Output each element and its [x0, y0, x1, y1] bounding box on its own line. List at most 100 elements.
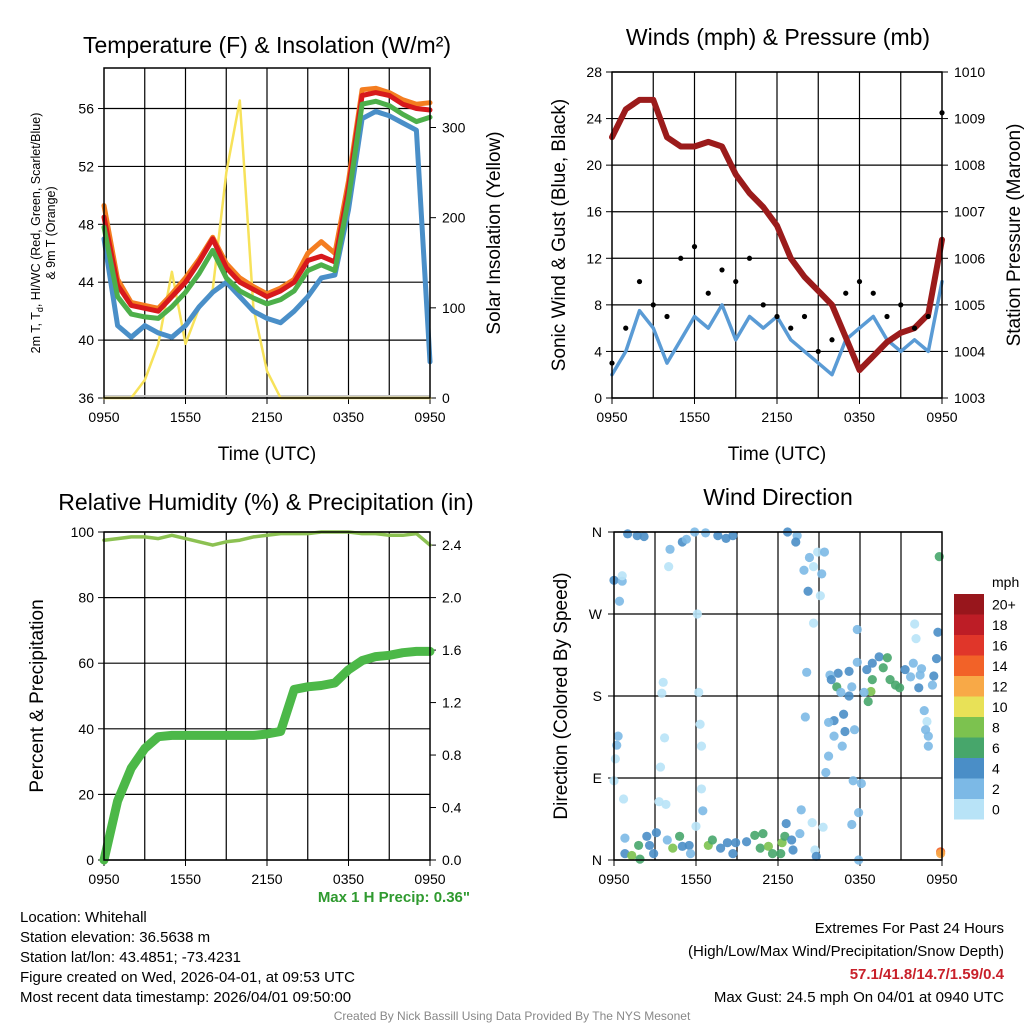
wind-direction-point: [796, 805, 806, 815]
temp-xtick-label: 0950: [414, 409, 445, 425]
rh-xtick-label: 2150: [251, 871, 282, 887]
wind-direction-point: [844, 691, 854, 701]
wind-direction-point: [916, 664, 927, 674]
temp-ytick-label: 56: [78, 101, 94, 117]
wind-direction-point: [859, 687, 869, 697]
wind-ytick-label: 12: [586, 250, 602, 266]
wind-direction-point: [833, 668, 843, 678]
wind-direction-point: [863, 696, 873, 707]
colorbar-swatch: [954, 594, 984, 615]
colorbar-level-label: 8: [992, 719, 1000, 735]
wind-direction-point: [700, 528, 711, 538]
wind-direction-point: [867, 675, 877, 685]
wind-direction-point: [620, 833, 630, 843]
colorbar-level-label: 12: [992, 678, 1008, 694]
rh-ytick-label: 20: [78, 786, 94, 802]
gust-point: [843, 290, 849, 296]
wind-ylabel-right: Station Pressure (Maroon): [1004, 124, 1024, 347]
gust-point: [746, 255, 753, 261]
gust-point: [733, 278, 739, 285]
wind-direction-point: [788, 845, 798, 855]
colorbar-swatch: [954, 676, 984, 697]
wind-direction-point: [836, 687, 846, 697]
gust-point: [623, 325, 629, 331]
wind-direction-point: [817, 569, 827, 579]
rh-ytick-label: 80: [78, 590, 94, 606]
wind-direction-point: [910, 619, 920, 629]
wind-ytick-label: 16: [586, 204, 602, 220]
wind-direction-point: [635, 854, 645, 864]
wind-direction-point: [840, 726, 850, 737]
gust-point: [829, 337, 835, 343]
rh-ytick-label-right: 0.0: [442, 852, 462, 868]
wind-direction-point: [905, 672, 916, 682]
colorbar-swatch: [954, 758, 984, 779]
wind-ytick-label: 8: [594, 297, 602, 313]
colorbar-level-label: 20+: [992, 596, 1016, 612]
wind-direction-point: [691, 821, 701, 831]
max-gust-text: Max Gust: 24.5 mph On 04/01 at 0940 UTC: [714, 989, 1004, 1006]
wind-direction-point: [867, 658, 877, 668]
wind-ytick-label-right: 1006: [954, 250, 985, 266]
rh-ytick-label: 60: [78, 655, 94, 671]
wind-direction-point: [808, 618, 819, 628]
wind-direction-point: [802, 667, 812, 677]
colorbar-swatch: [954, 717, 984, 738]
wind-direction-point: [911, 634, 921, 644]
rh-xtick-label: 0350: [333, 871, 364, 887]
gust-point: [678, 255, 684, 261]
colorbar-swatch: [954, 778, 984, 799]
colorbar-level-label: 6: [992, 740, 1000, 756]
rh-xtick-label: 0950: [88, 871, 119, 887]
temp-ytick-label: 44: [78, 274, 94, 290]
elevation-text: Station elevation: 36.5638 m: [20, 929, 210, 946]
wind-direction-point: [923, 731, 933, 741]
colorbar-level-label: 10: [992, 699, 1008, 715]
temp-xtick-label: 0350: [333, 409, 364, 425]
wind-direction-point: [657, 688, 667, 698]
winddir-panel-title: Wind Direction: [703, 484, 853, 510]
wind-direction-point: [878, 663, 888, 673]
wind-direction-point: [617, 571, 627, 581]
temp-ytick-label-right: 100: [442, 300, 466, 316]
gust-point: [636, 278, 643, 285]
wind-direction-point: [800, 712, 810, 722]
temp-ytick-label: 52: [78, 158, 94, 174]
wind-direction-point: [665, 544, 675, 554]
wind-xtick-label: 2150: [761, 409, 792, 425]
wind-direction-point: [642, 831, 652, 841]
temp-xlabel: Time (UTC): [218, 444, 317, 465]
wind-ytick-label: 4: [594, 343, 602, 359]
temp-panel-title: Temperature (F) & Insolation (W/m²): [83, 32, 451, 58]
wind-direction-point: [610, 754, 620, 764]
max-precip-label: Max 1 H Precip: 0.36": [318, 889, 470, 906]
wind-xlabel: Time (UTC): [728, 444, 827, 465]
temp-plot-area: 0950 1550 2150 0350 0950 36 40 44 48 52 56 0 100 200 3…: [78, 67, 466, 425]
gust-point: [774, 313, 780, 320]
rh-ytick-label-right: 1.2: [442, 695, 462, 711]
wind-ytick-label-right: 1009: [954, 111, 985, 127]
wind-ytick-label: 24: [586, 111, 602, 127]
winddir-ytick-label: W: [589, 606, 603, 622]
wind-direction-point: [815, 591, 825, 601]
wind-direction-point: [931, 654, 942, 664]
created-text: Figure created on Wed, 2026-04-01, at 09…: [20, 969, 355, 986]
gust-point: [870, 290, 876, 296]
wind-direction-point: [844, 666, 854, 677]
temp-ytick-label-right: 0: [442, 390, 450, 406]
rh-ylabel: Percent & Precipitation: [27, 599, 48, 792]
wind-direction-point: [799, 565, 809, 575]
wind-direction-point: [862, 664, 872, 675]
wind-direction-point: [866, 686, 876, 697]
wind-direction-point: [681, 534, 692, 544]
wind-direction-point: [919, 705, 929, 716]
wind-direction-point: [803, 586, 813, 596]
wind-direction-point: [874, 652, 884, 662]
heat-index-windchill-line: [101, 98, 433, 321]
wind-direction-point: [895, 683, 905, 693]
gust-point: [719, 267, 725, 273]
wind-direction-point: [781, 818, 791, 829]
temp-ytick-label-right: 200: [442, 210, 466, 226]
rh-ytick-label-right: 2.0: [442, 590, 462, 606]
wind-direction-point: [848, 776, 858, 786]
